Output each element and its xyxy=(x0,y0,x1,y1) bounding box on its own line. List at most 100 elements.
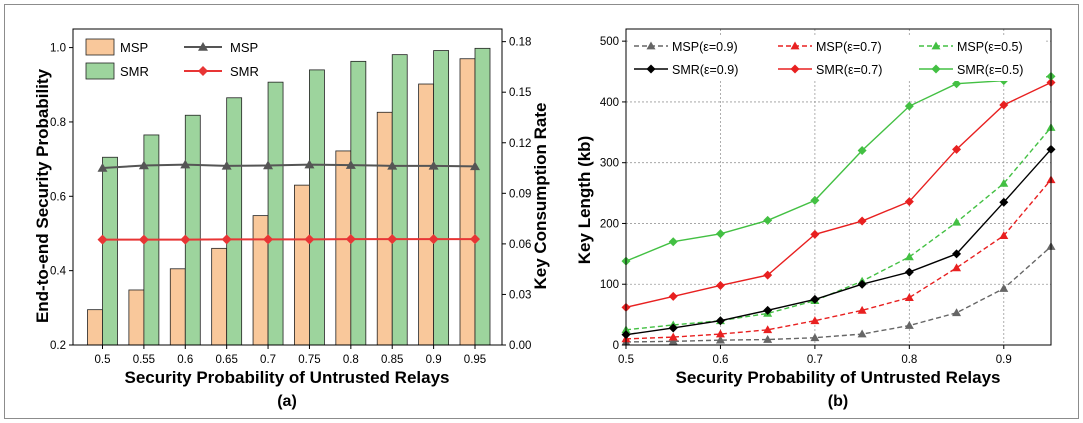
point-msp-9 xyxy=(470,161,480,171)
point-msp-2 xyxy=(180,159,191,169)
line-series-4 xyxy=(625,81,1052,309)
bar-msp-6 xyxy=(335,150,352,346)
point-series-0-3 xyxy=(763,335,773,343)
point-smr-9 xyxy=(470,234,480,245)
panel-b-axes: 0.5 0.6 0.7 0.8 0.9 0 100 200 300 400 500 xyxy=(600,28,1052,366)
legend-label: MSP(ε=0.9) xyxy=(672,40,738,54)
panel-b-xtick-label: 0.6 xyxy=(712,354,728,366)
legend-label: MSP xyxy=(120,40,148,55)
panel-a-y2tick-label: 0.15 xyxy=(509,87,531,99)
panel-b-xtick-label: 0.9 xyxy=(996,354,1012,366)
legend-marker-series-2 xyxy=(931,41,941,50)
point-series-1-6 xyxy=(904,293,914,301)
point-smr-3 xyxy=(221,234,232,245)
point-series-0-2 xyxy=(715,335,725,344)
panel-a-xtick-label: 0.5 xyxy=(95,354,111,366)
bar-smr-5 xyxy=(309,69,325,346)
point-series-3-1 xyxy=(668,323,678,333)
legend-label: SMR(ε=0.9) xyxy=(672,63,738,77)
legend-label: MSP(ε=0.7) xyxy=(816,40,882,54)
panel-a-ylabel: End-to-end Security Probability xyxy=(33,68,52,323)
point-series-3-2 xyxy=(715,316,725,326)
bar-smr-8 xyxy=(433,50,450,346)
bar-msp-5 xyxy=(294,184,310,346)
point-msp-7 xyxy=(387,160,398,170)
bar-smr-7 xyxy=(391,54,408,346)
point-msp-8 xyxy=(428,160,439,170)
panel-a-ytick-label: 1.0 xyxy=(50,43,66,55)
legend-label: SMR(ε=0.5) xyxy=(957,63,1023,77)
line-series-5 xyxy=(625,75,1052,262)
point-series-5-6 xyxy=(904,101,914,111)
panel-a-panel-label: (a) xyxy=(277,393,297,410)
bar-msp-2 xyxy=(169,268,186,346)
legend-swatch-smr-bar xyxy=(85,62,115,80)
legend-label: MSP xyxy=(230,40,258,55)
bar-msp-1 xyxy=(128,289,145,346)
point-series-5-2 xyxy=(715,229,725,239)
panel-b-panel-label: (b) xyxy=(828,393,848,410)
point-msp-3 xyxy=(221,160,232,170)
point-series-4-6 xyxy=(904,197,914,207)
point-series-0-4 xyxy=(810,333,820,342)
legend-swatch-msp-bar xyxy=(85,38,115,56)
point-series-1-7 xyxy=(952,263,962,272)
point-series-5-5 xyxy=(857,146,867,156)
bar-msp-8 xyxy=(418,83,435,346)
point-series-4-1 xyxy=(668,291,678,301)
point-series-2-7 xyxy=(952,217,962,226)
panel-a-xtick-label: 0.85 xyxy=(381,354,403,366)
point-smr-7 xyxy=(387,234,398,245)
point-series-5-7 xyxy=(952,79,962,89)
legend-marker-series-3 xyxy=(646,64,656,74)
panel-a-xtick-label: 0.55 xyxy=(133,354,155,366)
point-series-1-3 xyxy=(763,325,773,334)
panel-a-ytick-label: 0.2 xyxy=(50,340,66,352)
point-series-1-1 xyxy=(668,332,678,341)
legend-label: SMR(ε=0.7) xyxy=(816,63,882,77)
bar-msp-9 xyxy=(459,58,476,346)
panel-a-ytick-label: 0.8 xyxy=(50,117,66,129)
point-series-0-7 xyxy=(952,308,962,317)
panel-b-lines xyxy=(621,71,1056,346)
legend-marker-series-5 xyxy=(931,64,941,74)
panel-b-legend: MSP(ε=0.9) MSP(ε=0.7) MSP(ε=0.5) SMR(ε=0.9)… xyxy=(630,35,1046,81)
panel-a-xtick-label: 0.65 xyxy=(215,354,237,366)
line-series-3 xyxy=(625,148,1052,336)
bar-smr-0 xyxy=(102,156,118,346)
bar-msp-3 xyxy=(211,247,228,346)
panel-b-xlabel: Security Probability of Untrusted Relays xyxy=(676,368,1001,387)
panel-b-xtick-label: 0.7 xyxy=(807,354,823,366)
point-msp-0 xyxy=(97,163,108,172)
point-series-3-3 xyxy=(763,305,773,315)
legend-marker-series-0 xyxy=(646,41,656,50)
legend-label: SMR xyxy=(230,64,259,79)
point-series-3-8 xyxy=(999,197,1009,207)
bar-smr-2 xyxy=(184,114,201,346)
point-series-1-8 xyxy=(999,231,1009,239)
panel-a: 0.2 0.4 0.6 0.8 1.0 0.00 0.03 0.06 0.09 0.12 0.15 0… xyxy=(33,28,550,410)
point-series-4-5 xyxy=(857,216,867,226)
bar-msp-4 xyxy=(252,215,269,346)
point-msp-5 xyxy=(304,159,315,169)
point-series-5-1 xyxy=(668,237,678,247)
point-series-2-6 xyxy=(904,252,914,261)
panel-b-frame xyxy=(625,28,1052,346)
point-series-3-4 xyxy=(810,294,820,304)
panel-a-xtick-label: 0.8 xyxy=(343,354,359,366)
point-smr-6 xyxy=(345,234,356,245)
panel-b-ylabel: Key Length (kb) xyxy=(575,136,594,264)
panel-a-bars xyxy=(87,47,491,346)
point-series-5-4 xyxy=(810,195,820,205)
panel-b: 0.5 0.6 0.7 0.8 0.9 0 100 200 300 400 500 MSP(ε=0.… xyxy=(575,28,1056,410)
panel-b-xtick-label: 0.5 xyxy=(618,354,634,366)
point-series-3-5 xyxy=(857,279,867,289)
panel-a-xtick-label: 0.75 xyxy=(298,354,320,366)
panel-b-ytick-label: 500 xyxy=(600,36,619,48)
point-series-3-7 xyxy=(952,249,962,259)
bar-smr-4 xyxy=(267,81,284,346)
point-smr-4 xyxy=(263,234,274,245)
panel-a-y2tick-label: 0.03 xyxy=(509,289,531,301)
point-smr-0 xyxy=(97,234,108,245)
point-series-4-3 xyxy=(763,270,773,280)
